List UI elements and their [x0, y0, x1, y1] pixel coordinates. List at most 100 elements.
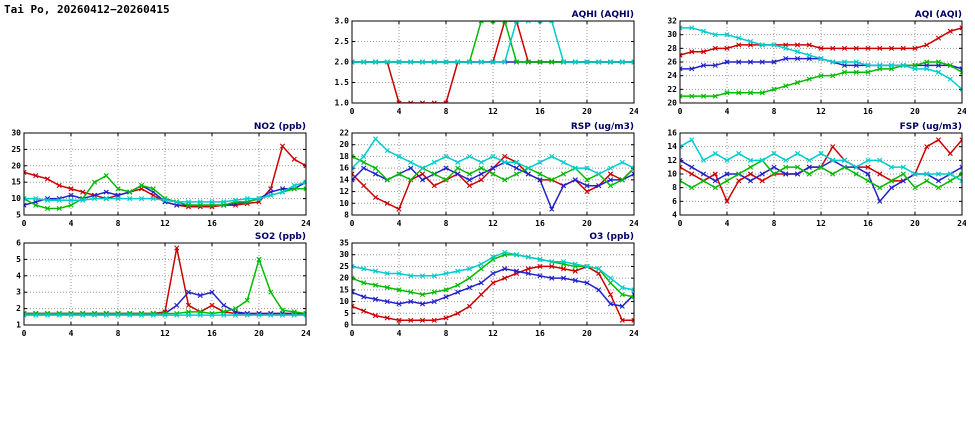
svg-text:12: 12 — [488, 107, 498, 116]
svg-text:0: 0 — [350, 107, 355, 116]
svg-text:4: 4 — [725, 219, 730, 228]
svg-text:16: 16 — [863, 107, 873, 116]
svg-text:20: 20 — [582, 107, 592, 116]
svg-text:8: 8 — [116, 329, 121, 338]
aqhi-plot: 1.0 1.5 2.0 2.5 3.0 0 4 8 12 16 20 24 AQHI (AQHI) — [335, 10, 638, 116]
svg-text:0: 0 — [22, 329, 27, 338]
chart-no2: 5 10 15 20 25 30 0 4 8 12 16 20 24 NO2 (ppb) — [2, 120, 310, 230]
svg-text:24: 24 — [629, 219, 638, 228]
svg-text:6: 6 — [16, 239, 21, 248]
svg-text:22: 22 — [667, 85, 677, 94]
svg-text:24: 24 — [629, 107, 638, 116]
svg-text:2: 2 — [16, 304, 21, 313]
svg-text:5: 5 — [344, 309, 349, 318]
svg-text:12: 12 — [488, 219, 498, 228]
svg-text:4: 4 — [725, 107, 730, 116]
svg-text:6: 6 — [672, 197, 677, 206]
svg-text:4: 4 — [397, 329, 402, 338]
svg-text:3.0: 3.0 — [335, 17, 350, 26]
svg-text:2.5: 2.5 — [335, 37, 350, 46]
svg-text:2.0: 2.0 — [335, 58, 350, 67]
svg-text:0: 0 — [350, 329, 355, 338]
svg-text:SO2 (ppb): SO2 (ppb) — [255, 232, 306, 242]
svg-text:12: 12 — [488, 329, 498, 338]
svg-text:15: 15 — [11, 178, 21, 187]
svg-text:30: 30 — [11, 129, 21, 138]
svg-text:16: 16 — [863, 219, 873, 228]
svg-text:15: 15 — [339, 285, 349, 294]
svg-text:12: 12 — [339, 187, 349, 196]
chart-aqi: 20 22 24 26 28 30 32 0 4 8 12 16 20 24 AQI (AQI) — [658, 8, 966, 118]
svg-text:NO2 (ppb): NO2 (ppb) — [254, 122, 306, 132]
svg-text:4: 4 — [397, 107, 402, 116]
chart-rsp: 8 10 12 14 16 18 20 22 0 4 8 12 16 20 24 RSP (ug/m3) — [330, 120, 638, 230]
svg-text:20: 20 — [254, 329, 264, 338]
svg-text:0: 0 — [344, 321, 349, 330]
svg-text:0: 0 — [22, 219, 27, 228]
svg-text:4: 4 — [69, 219, 74, 228]
no2-plot: 5 10 15 20 25 30 0 4 8 12 16 20 24 NO2 (ppb) — [11, 122, 310, 228]
svg-text:14: 14 — [667, 142, 677, 151]
svg-text:8: 8 — [772, 219, 777, 228]
svg-text:10: 10 — [339, 297, 349, 306]
svg-text:16: 16 — [667, 129, 677, 138]
svg-text:AQI (AQI): AQI (AQI) — [915, 10, 962, 20]
svg-text:16: 16 — [207, 329, 217, 338]
svg-text:10: 10 — [339, 199, 349, 208]
svg-text:O3 (ppb): O3 (ppb) — [589, 232, 634, 242]
svg-text:8: 8 — [116, 219, 121, 228]
rsp-plot: 8 10 12 14 16 18 20 22 0 4 8 12 16 20 24 RSP (ug/m3) — [339, 122, 638, 228]
svg-text:16: 16 — [535, 329, 545, 338]
chart-o3: 0 5 10 15 20 25 30 35 0 4 8 12 16 20 24 O3 (ppb) — [330, 230, 638, 340]
svg-text:10: 10 — [11, 194, 21, 203]
svg-text:24: 24 — [629, 329, 638, 338]
svg-text:1: 1 — [16, 321, 21, 330]
svg-text:20: 20 — [339, 274, 349, 283]
svg-text:28: 28 — [667, 44, 677, 53]
svg-text:5: 5 — [16, 255, 21, 264]
svg-text:16: 16 — [207, 219, 217, 228]
svg-text:8: 8 — [672, 183, 677, 192]
svg-text:1.0: 1.0 — [335, 99, 350, 108]
svg-text:10: 10 — [667, 170, 677, 179]
svg-text:4: 4 — [16, 271, 21, 280]
svg-text:AQHI (AQHI): AQHI (AQHI) — [572, 10, 634, 20]
svg-text:20: 20 — [339, 140, 349, 149]
svg-text:25: 25 — [339, 262, 349, 271]
svg-text:30: 30 — [339, 250, 349, 259]
svg-text:0: 0 — [678, 107, 683, 116]
page-title: Tai Po, 20260412−20260415 — [4, 3, 170, 16]
svg-text:26: 26 — [667, 58, 677, 67]
svg-text:35: 35 — [339, 239, 349, 248]
chart-fsp: 4 6 8 10 12 14 16 0 4 8 12 16 20 24 FSP (ug/m3) — [658, 120, 966, 230]
svg-text:8: 8 — [344, 211, 349, 220]
svg-text:4: 4 — [672, 211, 677, 220]
svg-text:14: 14 — [339, 175, 349, 184]
svg-text:8: 8 — [444, 329, 449, 338]
svg-text:3: 3 — [16, 288, 21, 297]
svg-text:0: 0 — [678, 219, 683, 228]
svg-text:20: 20 — [11, 161, 21, 170]
svg-text:1.5: 1.5 — [335, 78, 350, 87]
svg-text:22: 22 — [339, 129, 349, 138]
svg-text:4: 4 — [69, 329, 74, 338]
svg-text:25: 25 — [11, 145, 21, 154]
svg-text:12: 12 — [816, 219, 826, 228]
svg-text:RSP (ug/m3): RSP (ug/m3) — [571, 122, 634, 132]
svg-text:FSP (ug/m3): FSP (ug/m3) — [900, 122, 962, 132]
svg-text:24: 24 — [957, 107, 966, 116]
svg-text:8: 8 — [772, 107, 777, 116]
svg-text:16: 16 — [535, 107, 545, 116]
svg-text:24: 24 — [301, 219, 310, 228]
svg-text:0: 0 — [350, 219, 355, 228]
svg-text:12: 12 — [667, 156, 677, 165]
svg-text:24: 24 — [667, 71, 677, 80]
svg-text:20: 20 — [582, 219, 592, 228]
svg-text:18: 18 — [339, 152, 349, 161]
svg-text:5: 5 — [16, 211, 21, 220]
svg-text:20: 20 — [254, 219, 264, 228]
svg-text:20: 20 — [667, 99, 677, 108]
